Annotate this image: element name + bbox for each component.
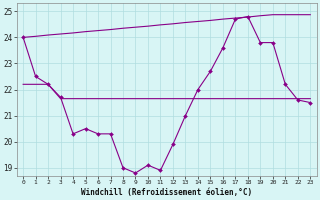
X-axis label: Windchill (Refroidissement éolien,°C): Windchill (Refroidissement éolien,°C): [81, 188, 252, 197]
